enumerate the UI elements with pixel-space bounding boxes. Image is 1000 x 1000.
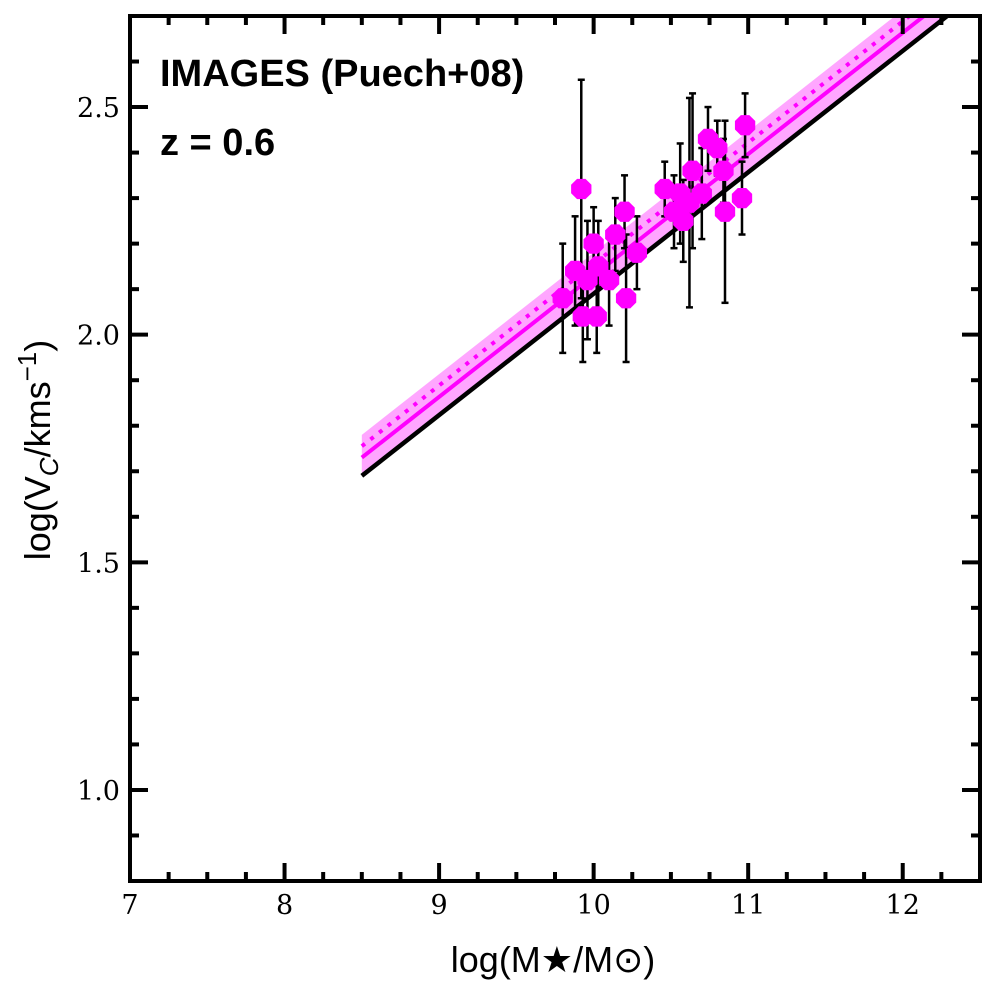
y-axis-label-tail: /kms <box>17 381 58 457</box>
y-axis-label-sub: C <box>34 457 64 476</box>
data-point <box>682 160 703 181</box>
data-point <box>598 269 620 291</box>
fit-line <box>360 16 928 460</box>
x-tick-label: 11 <box>731 890 765 921</box>
data-point <box>734 115 756 136</box>
x-tick-label: 12 <box>886 890 920 921</box>
dataset-annotation: IMAGES (Puech+08) <box>160 53 524 95</box>
y-tick-label: 1.5 <box>77 548 120 579</box>
plot-area <box>360 16 951 478</box>
y-tick-label: 1.0 <box>77 776 120 807</box>
x-tick-label: 10 <box>576 890 610 921</box>
data-point <box>714 201 736 222</box>
fit-dotted-line <box>360 16 913 448</box>
data-point <box>615 288 637 309</box>
data-point <box>605 224 626 245</box>
x-tick-label: 7 <box>121 890 138 921</box>
y-axis-label-main: log(V <box>17 476 58 560</box>
data-point <box>626 242 648 263</box>
plot-frame <box>128 14 982 883</box>
y-tick-label: 2.5 <box>77 93 120 124</box>
data-point <box>586 306 607 327</box>
data-point <box>691 183 712 204</box>
data-point <box>571 178 592 200</box>
redshift-annotation: z = 0.6 <box>160 122 275 164</box>
data-point <box>673 210 694 232</box>
y-axis-label-sup: −1 <box>12 352 42 382</box>
data-point <box>707 137 728 159</box>
data-point <box>713 160 734 181</box>
x-axis-label: log(M★/M⊙) <box>451 939 655 980</box>
y-tick-label: 2.0 <box>77 321 120 352</box>
data-point <box>614 201 635 222</box>
y-axis-label-close: ) <box>17 340 58 352</box>
x-tick-label: 8 <box>276 890 293 921</box>
x-tick-label: 9 <box>430 890 447 921</box>
data-point <box>583 233 604 254</box>
reference-relation-line <box>360 16 951 478</box>
data-point <box>731 187 753 209</box>
y-axis-label: log(VC/kms−1) <box>12 340 64 560</box>
data-point <box>654 178 675 200</box>
data-point <box>552 288 573 309</box>
